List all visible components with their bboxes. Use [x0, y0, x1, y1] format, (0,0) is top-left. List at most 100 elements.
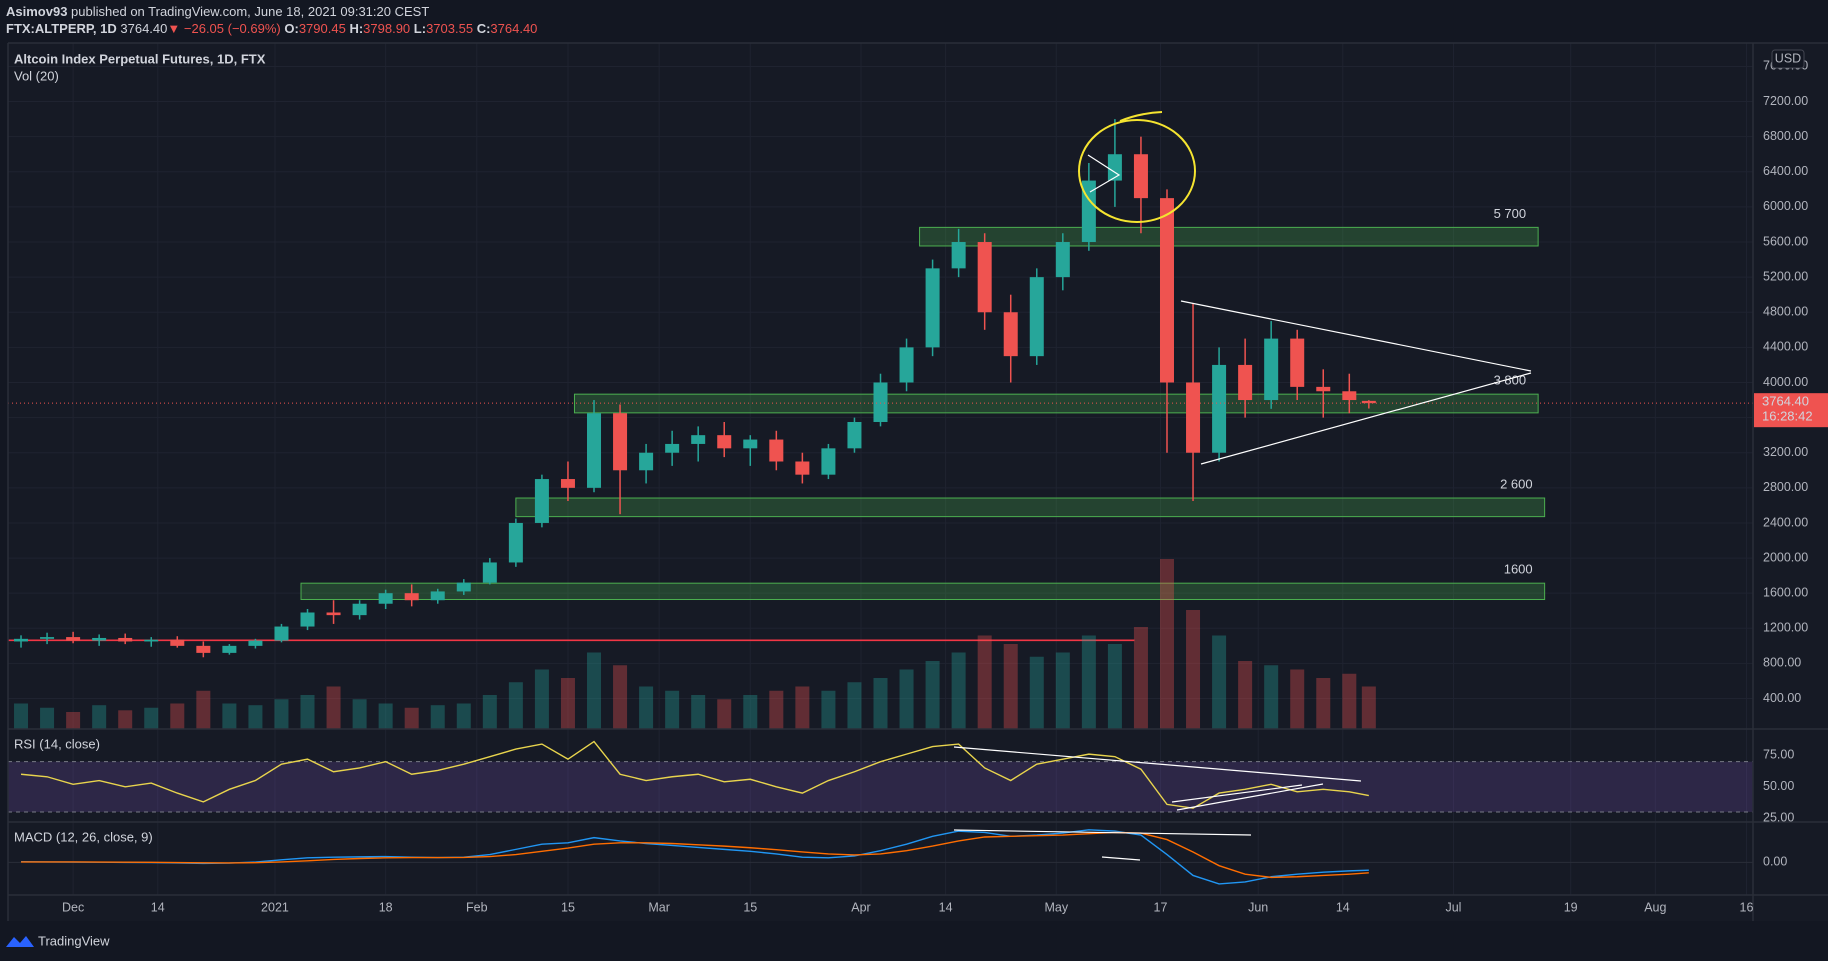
candle-body	[795, 461, 810, 475]
y-tick-label: 6400.00	[1763, 164, 1808, 178]
candle-body	[404, 593, 419, 601]
indicator-panes	[8, 740, 1753, 885]
arrow: ▼	[167, 21, 180, 36]
volume-bar	[977, 635, 992, 729]
volume-bar	[717, 699, 732, 729]
candle-body	[196, 645, 211, 653]
candle-body	[560, 479, 575, 488]
volume-bar	[665, 690, 680, 729]
rsi-trendline-lower	[1171, 784, 1303, 803]
y-tick-label: 4400.00	[1763, 340, 1808, 354]
volume-bar	[1290, 669, 1305, 729]
brand: TradingView	[38, 933, 110, 948]
logo-icon	[6, 936, 34, 947]
y-tick-label: 2000.00	[1763, 550, 1808, 564]
published-line: Asimov93 published on TradingView.com, J…	[6, 4, 429, 19]
volume-bar	[1159, 559, 1174, 729]
candle-body	[1361, 400, 1376, 404]
price-tag-label: 3764.40	[1762, 394, 1809, 409]
countdown: 16:28:42	[1762, 409, 1813, 424]
y-tick-label: 4000.00	[1763, 375, 1808, 389]
signal-line	[21, 831, 1369, 879]
circle-tail	[1119, 111, 1163, 122]
volume-bar	[899, 669, 914, 729]
highlight-circle	[1078, 119, 1196, 223]
candle-body	[274, 626, 289, 641]
candle-body	[66, 637, 81, 641]
y-tick-label: 5200.00	[1763, 269, 1808, 283]
volume-bar	[821, 690, 836, 729]
zone-label: 2 600	[1500, 476, 1533, 491]
price: 3764.40	[120, 21, 167, 36]
candle-body	[222, 645, 237, 653]
volume-bar	[743, 695, 758, 729]
rsi-line	[20, 740, 1369, 809]
o-key: O:	[284, 21, 298, 36]
candle-body	[170, 639, 185, 646]
volume-bar	[66, 712, 81, 729]
x-tick-label: 17	[1154, 900, 1168, 914]
candle-body	[1133, 154, 1148, 199]
zone-label: 5 700	[1494, 206, 1527, 221]
l-key: L:	[414, 21, 426, 36]
candle-body	[1107, 154, 1122, 181]
x-tick-label: Aug	[1644, 900, 1666, 914]
candle-body	[1264, 338, 1279, 401]
volume-bar	[274, 699, 289, 729]
published: published on TradingView.com, June 18, 2…	[71, 4, 429, 19]
volume-bar	[378, 703, 393, 729]
candle-body	[665, 443, 680, 453]
x-tick-label: 18	[379, 900, 393, 914]
volume-bar	[769, 690, 784, 729]
rsi-tick-label: 75.00	[1763, 748, 1794, 762]
macd-trendline	[953, 829, 1252, 836]
volume-bar	[639, 686, 654, 729]
candle-body	[899, 347, 914, 383]
candle-body	[248, 640, 263, 646]
y-tick-label: 3200.00	[1763, 445, 1808, 459]
volume-bar	[1186, 610, 1201, 729]
candle-body	[92, 637, 107, 641]
rsi-trendline-lower	[1176, 783, 1324, 811]
volume-bar	[144, 707, 159, 729]
x-tick-label: 15	[743, 900, 757, 914]
candle-body	[352, 603, 367, 616]
volume-bar	[795, 686, 810, 729]
volume-bar	[1316, 678, 1331, 729]
volume-bar	[534, 669, 549, 729]
zone	[919, 226, 1539, 247]
candle-body	[925, 268, 940, 348]
change: −26.05 (−0.69%)	[184, 21, 281, 36]
x-tick-label: Mar	[648, 900, 670, 914]
plot-background	[8, 43, 1828, 921]
zone	[300, 582, 1546, 601]
volume-bar	[404, 707, 419, 729]
x-tick-label: May	[1044, 900, 1068, 914]
candle-body	[534, 479, 549, 523]
y-tick-label: 1200.00	[1763, 621, 1808, 635]
x-tick-label: 14	[939, 900, 953, 914]
volume-bar	[1081, 635, 1096, 729]
drawings	[1078, 111, 1532, 465]
volume-bar	[1003, 644, 1018, 729]
axes: Dec 14 2021 18 Feb 15 Mar 15 Apr 14 May 17 Jun 14 Jul 1…	[62, 59, 1828, 914]
triangle-lower	[1200, 372, 1532, 465]
volume-bar	[482, 695, 497, 729]
volume-bar	[847, 682, 862, 729]
main-pane: 5 700 3 800 2 600 1600	[8, 119, 1753, 729]
x-tick-label: Apr	[851, 900, 870, 914]
candle-body	[508, 522, 523, 563]
y-tick-label: 5600.00	[1763, 234, 1808, 248]
y-tick-label: 2800.00	[1763, 480, 1808, 494]
volume-bar	[508, 682, 523, 729]
volume-bar	[352, 699, 367, 729]
candle-body	[300, 612, 315, 627]
y-tick-label: 6000.00	[1763, 199, 1808, 213]
candle-body	[951, 242, 966, 269]
symbol: FTX:ALTPERP, 1D	[6, 21, 117, 36]
small-triangle	[1087, 154, 1121, 193]
currency-box	[1771, 49, 1805, 69]
x-tick-label: Jun	[1248, 900, 1268, 914]
volume-bar	[170, 703, 185, 729]
x-tick-label: 16	[1740, 900, 1754, 914]
